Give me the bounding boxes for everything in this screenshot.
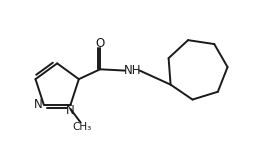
Text: CH₃: CH₃ [72, 122, 91, 132]
Text: NH: NH [124, 64, 142, 77]
Text: N: N [66, 104, 75, 117]
Text: N: N [34, 98, 43, 111]
Text: O: O [95, 37, 105, 50]
